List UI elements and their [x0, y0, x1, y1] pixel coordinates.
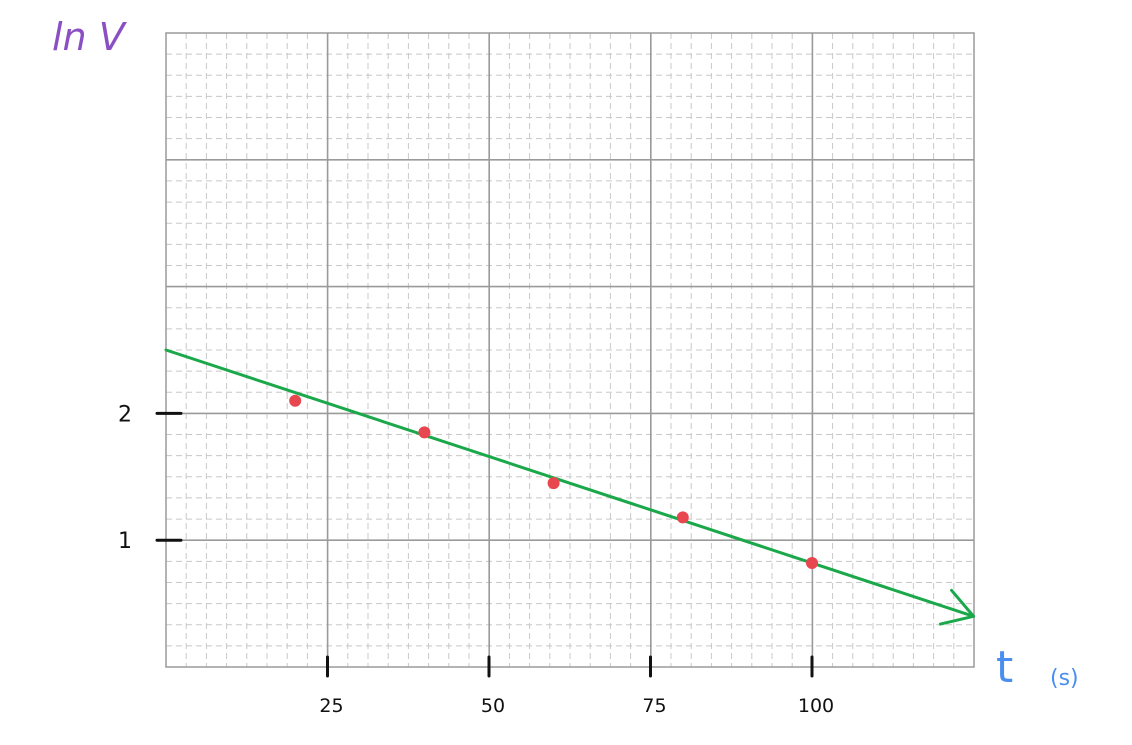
- y-axis-label: ln V: [52, 15, 128, 59]
- x-tick-label: 100: [798, 695, 834, 717]
- y-tick-label: 2: [118, 402, 132, 427]
- x-tick-label: 50: [481, 695, 505, 717]
- x-axis-unit: (s): [1050, 666, 1079, 691]
- fit-line-arrowhead: [938, 588, 975, 626]
- axis-ticks: 25 50 75 100 1 2: [118, 402, 834, 717]
- fit-line: [164, 348, 975, 618]
- x-tick-label: 75: [642, 695, 666, 717]
- data-points: [289, 394, 818, 570]
- data-point: [676, 511, 689, 524]
- fit-line-layer: [164, 348, 975, 626]
- grid: [166, 33, 974, 667]
- x-tick-label: 25: [319, 695, 343, 717]
- data-point: [289, 394, 302, 407]
- x-axis-label: t: [996, 642, 1013, 693]
- data-point: [806, 557, 818, 570]
- data-point: [547, 477, 560, 490]
- data-point: [418, 426, 431, 439]
- y-tick-label: 1: [118, 529, 132, 554]
